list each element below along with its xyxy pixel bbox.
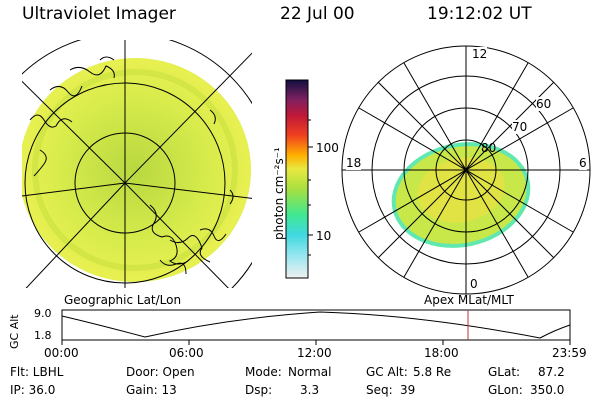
status-seq-label: Seq: [366,383,393,397]
colorbar-tick-100: 100 [316,141,339,155]
status-glat-value: 87.2 [538,365,565,379]
time-tick-0600: 06:00 [169,346,204,360]
status-ip: IP: 36.0 [10,383,56,397]
mlat-label-60: 60 [536,97,552,111]
status-glon-value: 350.0 [530,383,565,397]
status-seq-value: 39 [400,383,416,397]
status-gcalt-value: 5.8 Re [413,365,452,379]
geo-grid-label: Geographic Lat/Lon [64,293,182,307]
aurora-image-geo [22,58,251,282]
time-label: 19:12:02 UT [427,4,532,24]
status-mode-label: Mode: [245,365,282,379]
colorbar-tick-10: 10 [316,229,332,243]
mlt-label-12: 12 [472,47,488,61]
time-tick-2359: 23:59 [552,346,587,360]
status-mode-value: Normal [288,365,332,379]
status-glat-label: GLat: [488,365,521,379]
status-glon-label: GLon: [488,383,523,397]
mlt-label-0: 0 [470,277,478,291]
mlat-label-70: 70 [512,120,528,134]
apex-grid-label: Apex MLat/MLT [424,293,514,307]
time-tick-0000: 00:00 [44,346,79,360]
status-door: Door: Open [126,365,195,379]
mlt-label-18: 18 [346,156,362,170]
status-gcalt-label: GC Alt: [366,365,408,379]
altitude-tick-low: 1.8 [34,329,52,342]
mlt-label-6: 6 [579,156,587,170]
altitude-tick-high: 9.0 [34,307,52,320]
status-dsp-label: Dsp: [245,383,273,397]
status-filter: Flt: LBHL [10,365,64,379]
status-dsp-value: 3.3 [300,383,320,397]
time-tick-1800: 18:00 [424,346,459,360]
status-gain: Gain: 13 [126,383,177,397]
time-tick-1200: 12:00 [297,346,332,360]
app-title: Ultraviolet Imager [22,4,176,24]
altitude-curve [61,311,571,339]
date-label: 22 Jul 00 [280,4,355,24]
mlat-label-80: 80 [481,141,497,155]
